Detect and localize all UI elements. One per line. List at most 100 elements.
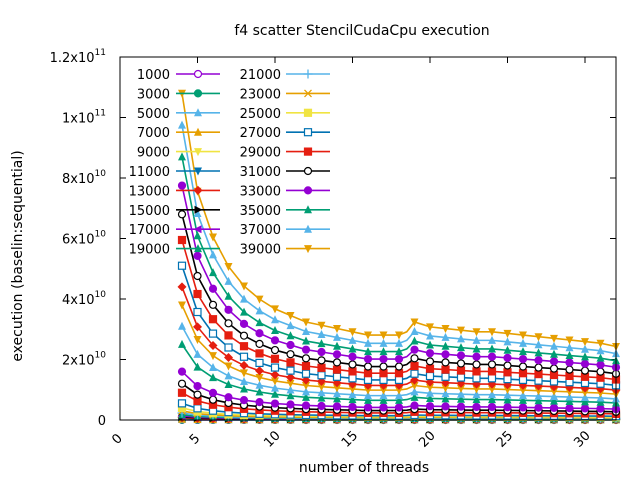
data-point bbox=[270, 336, 280, 345]
data-point bbox=[472, 344, 481, 353]
legend-label: 17000 bbox=[129, 223, 170, 238]
data-point bbox=[239, 360, 249, 370]
data-point bbox=[348, 402, 357, 412]
data-point bbox=[549, 364, 559, 373]
series-line bbox=[181, 156, 617, 362]
data-point bbox=[193, 271, 202, 281]
legend-marker bbox=[194, 148, 202, 157]
data-point bbox=[596, 367, 605, 376]
data-point bbox=[255, 306, 264, 315]
y-axis-label: execution (baselin:sequential) bbox=[10, 150, 26, 361]
data-point bbox=[379, 403, 388, 412]
data-point bbox=[410, 336, 419, 345]
series-line bbox=[181, 124, 617, 355]
data-point bbox=[581, 392, 589, 401]
data-point bbox=[255, 349, 264, 358]
data-point bbox=[565, 343, 574, 352]
data-point bbox=[363, 375, 373, 384]
data-point bbox=[534, 403, 543, 412]
data-point bbox=[457, 394, 465, 403]
data-point bbox=[302, 387, 310, 396]
data-point bbox=[534, 356, 543, 365]
data-point bbox=[333, 332, 341, 341]
data-point bbox=[410, 318, 419, 327]
data-point bbox=[457, 343, 465, 352]
data-point bbox=[178, 339, 186, 348]
data-point bbox=[379, 347, 388, 356]
data-point bbox=[565, 336, 574, 345]
data-point bbox=[534, 376, 543, 385]
data-point bbox=[177, 282, 187, 292]
data-point bbox=[240, 369, 248, 378]
data-point bbox=[332, 350, 342, 359]
data-point bbox=[193, 390, 202, 399]
data-point bbox=[271, 377, 279, 386]
data-point bbox=[286, 400, 295, 409]
x-tick-label: 30 bbox=[571, 428, 593, 450]
data-point bbox=[426, 331, 434, 340]
series-33000 bbox=[177, 367, 621, 414]
data-point bbox=[581, 352, 589, 361]
data-point bbox=[395, 395, 403, 404]
data-point bbox=[472, 360, 481, 369]
data-point bbox=[550, 392, 558, 401]
data-point bbox=[596, 404, 605, 413]
legend-label: 19000 bbox=[129, 243, 170, 258]
data-point bbox=[580, 366, 590, 375]
x-axis-label: number of threads bbox=[299, 460, 429, 476]
data-point bbox=[518, 403, 528, 412]
plot-border bbox=[119, 56, 617, 421]
data-point bbox=[534, 348, 543, 357]
legend-label: 9000 bbox=[137, 146, 170, 161]
data-point bbox=[503, 353, 512, 362]
data-point bbox=[426, 388, 434, 397]
data-point bbox=[550, 341, 558, 350]
data-point bbox=[364, 331, 372, 340]
data-point bbox=[487, 402, 497, 412]
legend-marker bbox=[304, 224, 312, 233]
data-point bbox=[301, 375, 311, 385]
data-point bbox=[534, 340, 543, 349]
data-point bbox=[271, 315, 279, 324]
data-point bbox=[456, 366, 466, 375]
x-tick-label: 5 bbox=[187, 431, 203, 447]
data-point bbox=[410, 392, 419, 401]
legend-label: 13000 bbox=[129, 184, 170, 199]
data-point bbox=[270, 399, 280, 408]
data-point bbox=[596, 353, 605, 362]
data-point bbox=[255, 366, 264, 376]
x-tick-label: 10 bbox=[261, 428, 283, 450]
data-point bbox=[255, 329, 264, 338]
x-tick-label: 20 bbox=[416, 428, 438, 450]
legend-label: 33000 bbox=[240, 184, 281, 199]
legend-label: 27000 bbox=[240, 126, 281, 141]
data-point bbox=[503, 375, 512, 384]
data-point bbox=[441, 402, 450, 411]
data-point bbox=[333, 389, 341, 398]
data-point bbox=[472, 328, 481, 337]
data-point bbox=[565, 365, 574, 374]
data-point bbox=[332, 365, 342, 374]
data-point bbox=[271, 326, 279, 335]
data-point bbox=[317, 321, 326, 330]
data-point bbox=[488, 395, 496, 404]
data-point bbox=[271, 389, 279, 398]
legend-label: 25000 bbox=[240, 107, 281, 122]
legend-label: 21000 bbox=[240, 68, 281, 83]
data-point bbox=[193, 289, 202, 299]
chart-title: f4 scatter StencilCudaCpu execution bbox=[234, 23, 489, 39]
data-point bbox=[379, 375, 388, 384]
data-point bbox=[534, 391, 543, 400]
data-point bbox=[472, 352, 481, 361]
data-point bbox=[410, 375, 419, 385]
data-point bbox=[209, 362, 217, 371]
y-tick-label: 1.2x1011 bbox=[50, 48, 106, 66]
data-point bbox=[425, 402, 435, 411]
data-point bbox=[379, 395, 388, 404]
data-point bbox=[209, 233, 217, 242]
data-point bbox=[410, 361, 419, 371]
data-point bbox=[456, 351, 466, 360]
data-point bbox=[208, 340, 218, 350]
data-point bbox=[410, 354, 419, 363]
